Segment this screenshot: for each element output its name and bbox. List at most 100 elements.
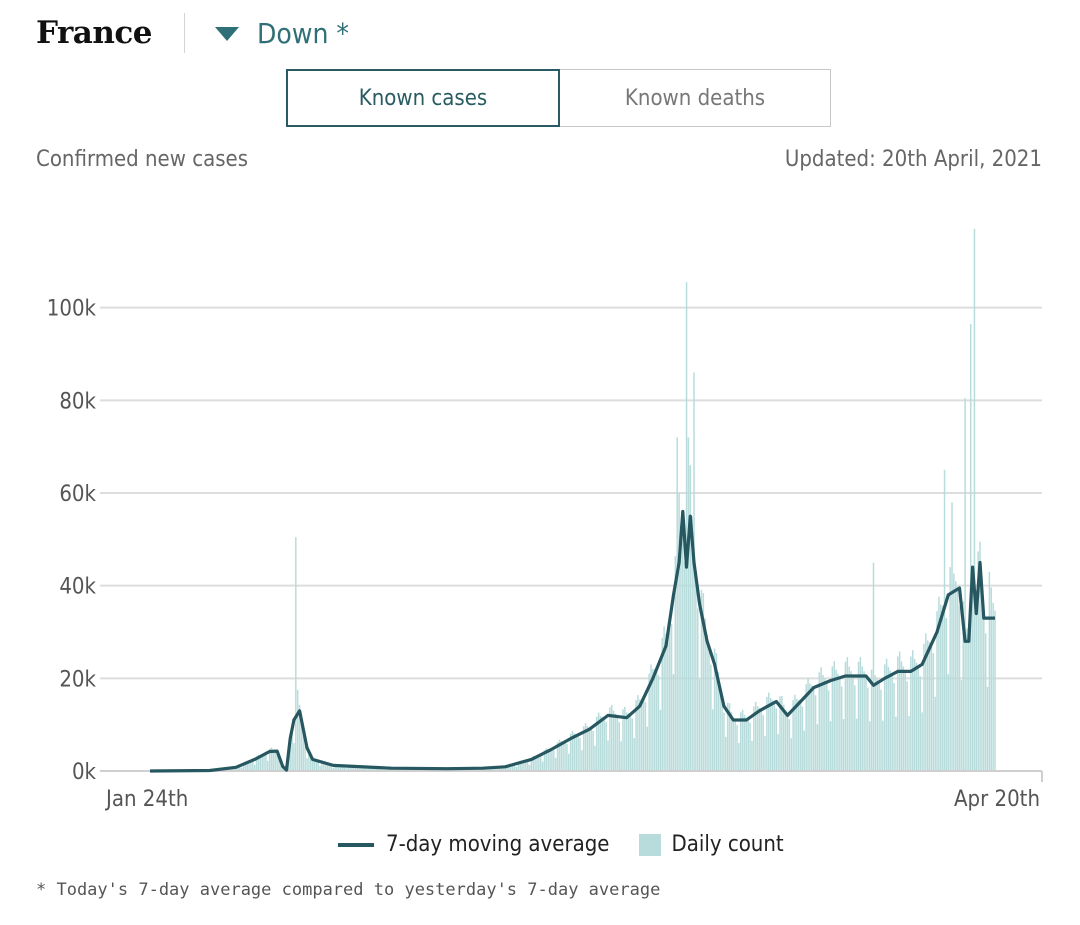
daily-bar (511, 764, 514, 771)
daily-bar (515, 766, 518, 771)
daily-bar (603, 718, 606, 771)
daily-bar (367, 767, 370, 771)
daily-bar (885, 658, 888, 771)
daily-bar (859, 657, 862, 771)
daily-bar (248, 761, 250, 771)
daily-bar (674, 556, 677, 771)
daily-bar (975, 589, 978, 771)
daily-bar (766, 696, 768, 771)
daily-bar (902, 666, 905, 771)
daily-bar (784, 710, 787, 771)
daily-bar (341, 765, 344, 771)
daily-bar (854, 685, 856, 771)
daily-bar (382, 768, 385, 771)
daily-bar (676, 437, 678, 771)
daily-bar (779, 696, 781, 771)
daily-bar (549, 749, 551, 771)
daily-bar (240, 767, 243, 771)
x-axis: Jan 24th Apr 20th (100, 770, 1043, 812)
daily-bar (708, 647, 710, 771)
daily-bar (913, 658, 916, 771)
daily-bar (928, 642, 931, 771)
daily-bar (734, 720, 736, 771)
daily-bar (566, 743, 568, 771)
daily-bar (667, 626, 669, 771)
daily-bar (702, 593, 705, 771)
daily-bar (612, 710, 615, 771)
daily-bar (289, 738, 291, 771)
daily-bar (569, 733, 572, 771)
daily-bar (867, 687, 869, 771)
daily-bar (633, 738, 635, 771)
daily-bar (855, 718, 858, 771)
daily-bar (829, 721, 832, 771)
daily-bar (594, 745, 596, 771)
daily-bar (500, 767, 503, 771)
daily-bar (986, 686, 989, 771)
daily-bar (597, 712, 600, 771)
daily-bar (751, 740, 753, 771)
tab-known-deaths[interactable]: Known deaths (560, 69, 831, 127)
legend-line-swatch (338, 842, 374, 847)
daily-bar (758, 707, 761, 771)
daily-bar (868, 721, 871, 771)
moving-average-line (149, 509, 995, 773)
daily-bar (723, 712, 725, 771)
daily-bar (528, 764, 531, 771)
daily-bar (777, 734, 779, 771)
daily-bar (353, 766, 355, 771)
daily-bar (805, 684, 807, 771)
daily-bar (539, 756, 542, 771)
daily-bar (624, 706, 626, 771)
tab-known-cases[interactable]: Known cases (286, 69, 560, 127)
daily-bar (790, 738, 792, 771)
daily-bar (642, 698, 645, 771)
daily-bar (530, 757, 533, 771)
daily-bar (721, 697, 723, 771)
daily-count-bars (151, 228, 996, 771)
daily-bar (938, 596, 940, 771)
daily-bar (313, 759, 316, 771)
daily-bar (710, 664, 712, 771)
daily-bar (614, 713, 617, 771)
daily-bar (347, 765, 349, 771)
daily-bar (811, 685, 813, 771)
daily-bar (280, 765, 282, 771)
daily-bar (573, 733, 576, 771)
daily-bar (889, 670, 892, 771)
daily-bar (968, 634, 970, 771)
daily-bar (797, 700, 800, 771)
daily-bar (971, 587, 974, 771)
daily-bar (818, 672, 821, 771)
daily-bar (973, 228, 976, 771)
daily-bar (835, 669, 837, 771)
daily-bar (745, 717, 748, 771)
y-axis-labels: 0k 20k 40k 60k 80k 100k (47, 297, 97, 785)
daily-bar (326, 763, 329, 771)
daily-bar (543, 750, 546, 771)
daily-bar (827, 690, 830, 771)
daily-bar (826, 682, 828, 771)
daily-bar (803, 730, 806, 771)
daily-bar (545, 748, 548, 771)
daily-bar (704, 618, 706, 771)
legend-bar-swatch (639, 833, 662, 856)
daily-bar (579, 737, 581, 771)
daily-bar (332, 767, 334, 771)
daily-bar (893, 683, 895, 771)
daily-bar (627, 713, 630, 771)
daily-bar (495, 767, 497, 771)
daily-bar (897, 656, 899, 771)
trend-label: Down * (257, 16, 350, 50)
daily-bar (618, 722, 620, 771)
legend-bar-label: Daily count (671, 832, 784, 857)
daily-bar (242, 763, 245, 771)
daily-bar (962, 601, 964, 771)
daily-bar (517, 761, 520, 771)
daily-bar (625, 712, 628, 771)
daily-bar (360, 766, 362, 771)
daily-bar (235, 767, 237, 771)
daily-bar (713, 648, 716, 771)
daily-bar (736, 725, 738, 771)
daily-bar (915, 662, 918, 771)
